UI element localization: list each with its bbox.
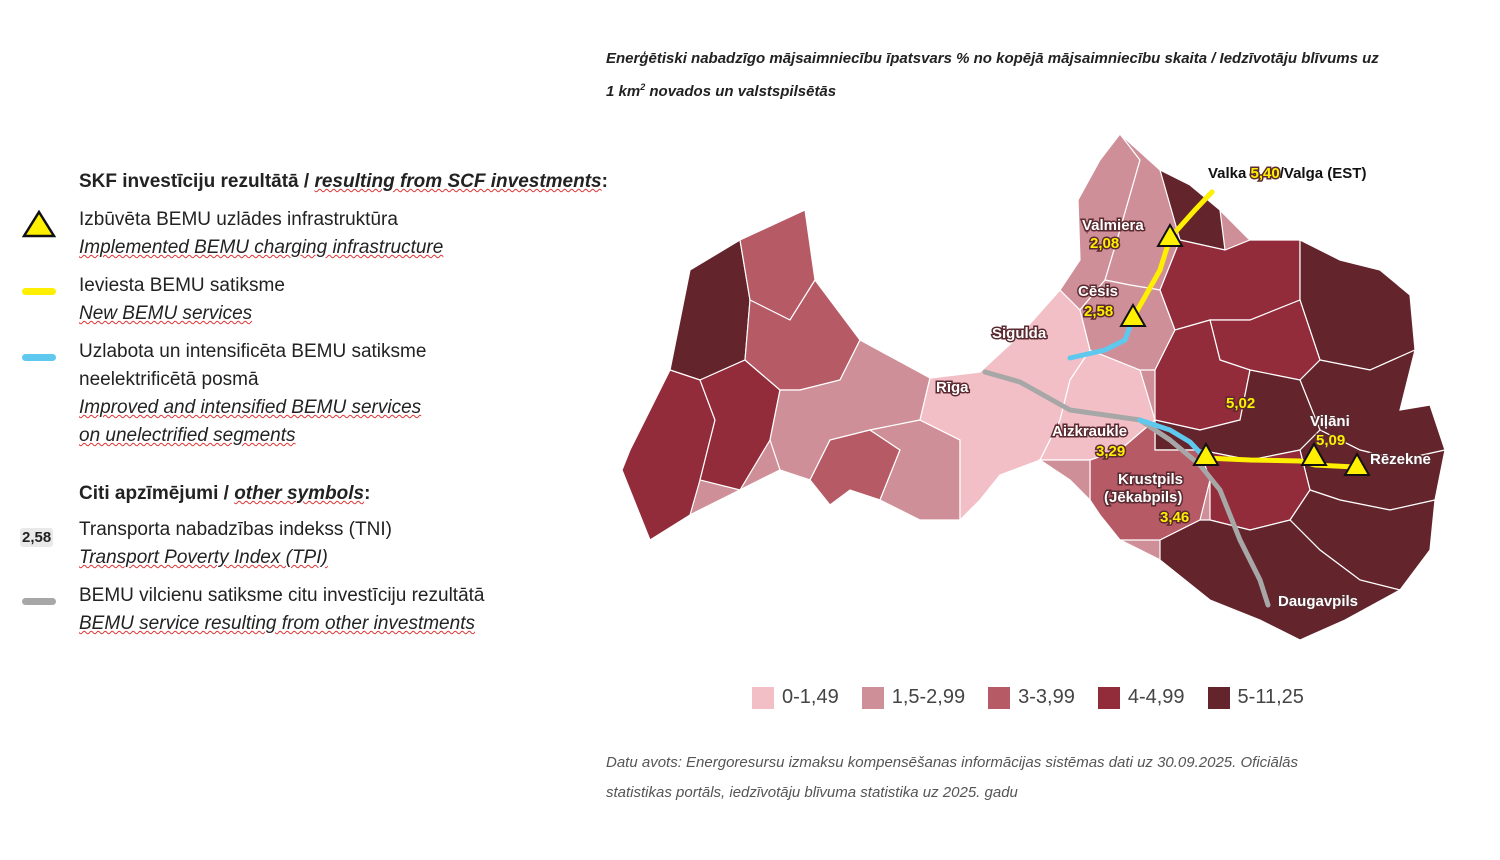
legend-section1-title-lv: SKF investīciju rezultātā / [79,171,315,192]
legend-item-improved: Uzlabota un intensificēta BEMU satiksme … [79,338,426,450]
scale-label-2: 3-3,99 [1018,686,1075,708]
legend-item-tpi: Transporta nabadzības indekss (TNI) Tran… [79,516,392,572]
scale-label-4: 5-11,25 [1237,686,1304,708]
legend-item-new-services-en: New BEMU services [79,303,253,324]
legend-item-charging-lv: Izbūvēta BEMU uzlādes infrastruktūra [79,209,398,230]
tpi-badge-value: 2,58 [20,528,54,547]
yellow-rail-line-east [1202,455,1358,470]
label-aizkraukle-tpi: 3,29 [1096,443,1125,460]
title-suffix: novados un valstspilsētās [645,83,837,100]
label-cesis-tpi: 2,58 [1084,303,1113,320]
legend-section2-title-en: other symbols [234,483,365,504]
scale-item-2: 3-3,99 [988,686,1075,709]
legend-section1-colon: : [601,171,608,192]
scale-item-0: 0-1,49 [752,686,839,709]
scale-swatch-0 [752,686,774,709]
title-unit: 1 km [606,83,641,100]
map-region-liepaja [621,369,716,541]
latvia-map-svg: Valka 5,40/Valga (EST) Valmiera 2,08 Cēs… [621,132,1446,641]
legend-section1-title-en: resulting from SCF investments [314,171,602,192]
label-vilani: Viļāni [1310,413,1350,430]
blue-rail-line-sigulda [1067,315,1136,361]
source-line2: statistikas portāls, iedzīvotāju blīvuma… [606,784,1018,801]
charging-triangle-rezekne [1343,451,1371,476]
legend-item-improved-lv2: neelektrificētā posmā [79,369,259,390]
title-unit-sup: 2 [640,82,646,92]
label-valmiera-tpi: 2,08 [1090,235,1119,252]
legend-section1-title: SKF investīciju rezultātā / resulting fr… [79,168,608,196]
legend-item-improved-en2: on unelectrified segments [79,425,296,446]
scale-swatch-1 [861,686,884,709]
legend-item-other-en: BEMU service resulting from other invest… [79,613,475,634]
scale-swatch-2 [988,686,1011,709]
label-rezekne: Rēzekne [1370,451,1431,468]
blue-line-icon [22,354,56,361]
label-krustpils: Krustpils [1118,471,1183,488]
label-valmiera: Valmiera [1082,217,1144,234]
label-cesis: Cēsis [1078,283,1118,300]
legend-item-tpi-lv: Transporta nabadzības indekss (TNI) [79,519,392,540]
label-valka-value: 5,40 [1251,165,1280,182]
legend-item-charging: Izbūvēta BEMU uzlādes infrastruktūra Imp… [79,206,443,262]
blue-rail-line-aizkraukle [1137,417,1208,461]
label-jekabpils: (Jēkabpils) [1104,489,1182,506]
charging-triangle-cesis [1119,302,1147,327]
label-aizkraukle: Aizkraukle [1052,423,1127,440]
map-region-kuldiga [669,239,751,381]
scale-item-3: 4-4,99 [1097,686,1185,709]
scale-label-1: 1,5-2,99 [891,686,966,708]
legend-item-new-services-lv: Ieviesta BEMU satiksme [79,275,285,296]
color-scale-legend: 0-1,49 1,5-2,99 3-3,99 4-4,99 5-11,25 [752,686,1327,709]
scale-swatch-3 [1097,686,1120,709]
yellow-line-icon [22,288,56,295]
legend-item-other: BEMU vilcienu satiksme citu investīciju … [79,582,484,638]
legend-item-improved-en1: Improved and intensified BEMU services [79,397,422,418]
scale-item-4: 5-11,25 [1207,686,1304,709]
label-valka-name: Valka [1208,165,1251,182]
label-region-tpi: 5,02 [1226,395,1255,412]
scale-item-1: 1,5-2,99 [861,686,966,709]
data-source-note: Datu avots: Energoresursu izmaksu kompen… [606,748,1486,808]
source-line1: Datu avots: Energoresursu izmaksu kompen… [606,754,1298,771]
charging-triangle-valmiera [1156,222,1184,247]
label-vilani-tpi: 5,09 [1316,432,1345,449]
map-title-line2: 1 km2 novados un valstspilsētās [606,73,1486,106]
legend-section2-title-lv: Citi apzīmējumi / [79,483,235,504]
legend-item-improved-lv1: Uzlabota un intensificēta BEMU satiksme [79,341,427,362]
scale-label-0: 0-1,49 [782,686,839,708]
legend-section2-colon: : [364,483,371,504]
legend-section2-title: Citi apzīmējumi / other symbols: [79,480,370,508]
legend-item-tpi-en: Transport Poverty Index (TPI) [79,547,328,568]
latvia-map: Valka 5,40/Valga (EST) Valmiera 2,08 Cēs… [600,120,1480,660]
legend-item-new-services: Ieviesta BEMU satiksme New BEMU services [79,272,285,328]
label-valka-suffix: /Valga (EST) [1280,165,1367,182]
legend-item-other-lv: BEMU vilcienu satiksme citu investīciju … [79,585,485,606]
grey-rail-line [982,369,1271,608]
map-title-line1: Enerģētiski nabadzīgo mājsaimniecību īpa… [606,50,1379,67]
scale-label-3: 4-4,99 [1127,686,1185,708]
map-region-augsdaugava [1159,519,1402,641]
charging-triangle-krustpils [1192,441,1220,466]
label-daugavpils: Daugavpils [1278,593,1358,610]
map-title: Enerģētiski nabadzīgo mājsaimniecību īpa… [606,44,1486,106]
label-valka: Valka 5,40/Valga (EST) [1208,165,1366,182]
label-sigulda: Sigulda [992,325,1047,342]
triangle-icon [21,209,57,247]
label-krustpils-tpi: 3,46 [1160,509,1189,526]
grey-line-icon [22,598,56,605]
scale-swatch-4 [1207,686,1230,709]
label-riga: Rīga [936,379,969,396]
legend-item-charging-en: Implemented BEMU charging infrastructure [79,237,444,258]
charging-triangle-vilani [1300,441,1328,466]
tpi-badge: 2,58 [20,523,54,552]
map-region-aizkraukle [1038,459,1091,502]
